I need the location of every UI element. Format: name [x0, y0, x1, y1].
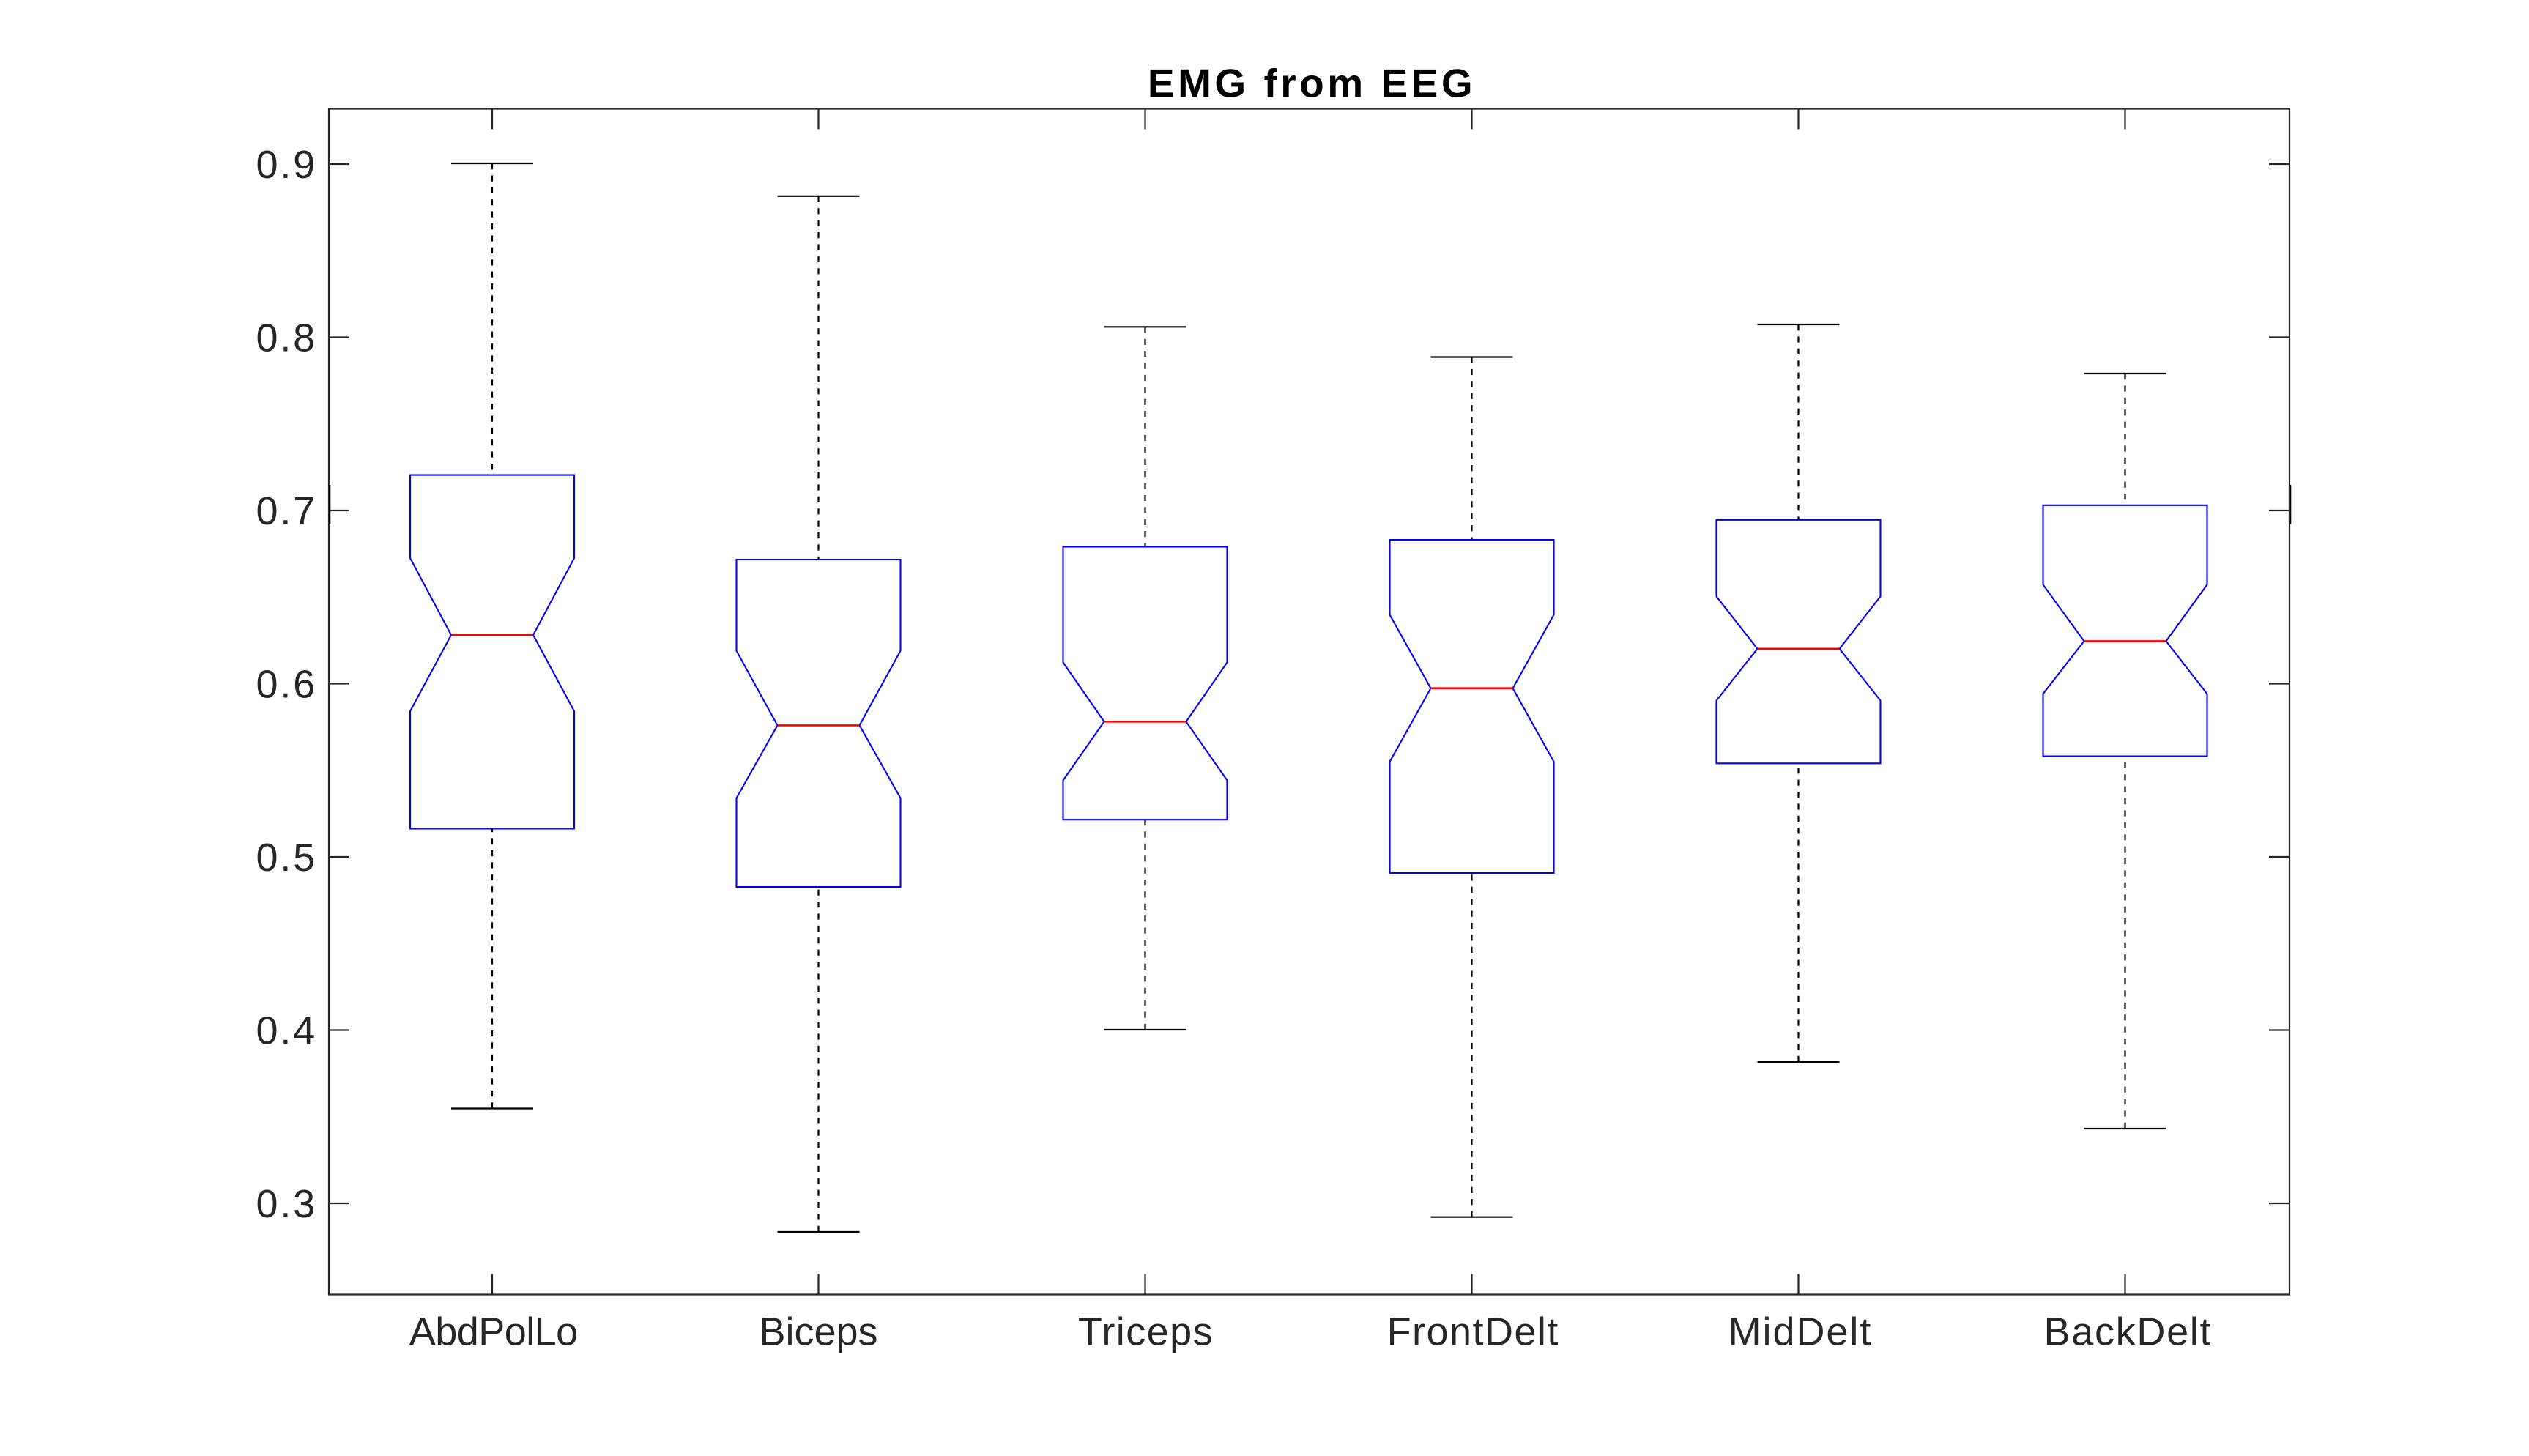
svg-text:0.6: 0.6 — [256, 663, 317, 707]
svg-text:0.4: 0.4 — [256, 1009, 317, 1053]
svg-text:0.9: 0.9 — [256, 143, 317, 187]
svg-text:Triceps: Triceps — [1078, 1310, 1214, 1354]
svg-text:0.7: 0.7 — [256, 489, 317, 533]
svg-text:0.8: 0.8 — [256, 316, 317, 360]
svg-text:MidDelt: MidDelt — [1728, 1310, 1873, 1354]
svg-text:0.5: 0.5 — [256, 836, 317, 880]
svg-text:FrontDelt: FrontDelt — [1387, 1310, 1559, 1354]
svg-text:0.3: 0.3 — [256, 1182, 317, 1226]
svg-text:EMG from EEG: EMG from EEG — [1148, 61, 1476, 106]
svg-text:BackDelt: BackDelt — [2043, 1310, 2212, 1354]
svg-text:Biceps: Biceps — [759, 1310, 877, 1354]
svg-text:AbdPolLo: AbdPolLo — [409, 1310, 578, 1354]
